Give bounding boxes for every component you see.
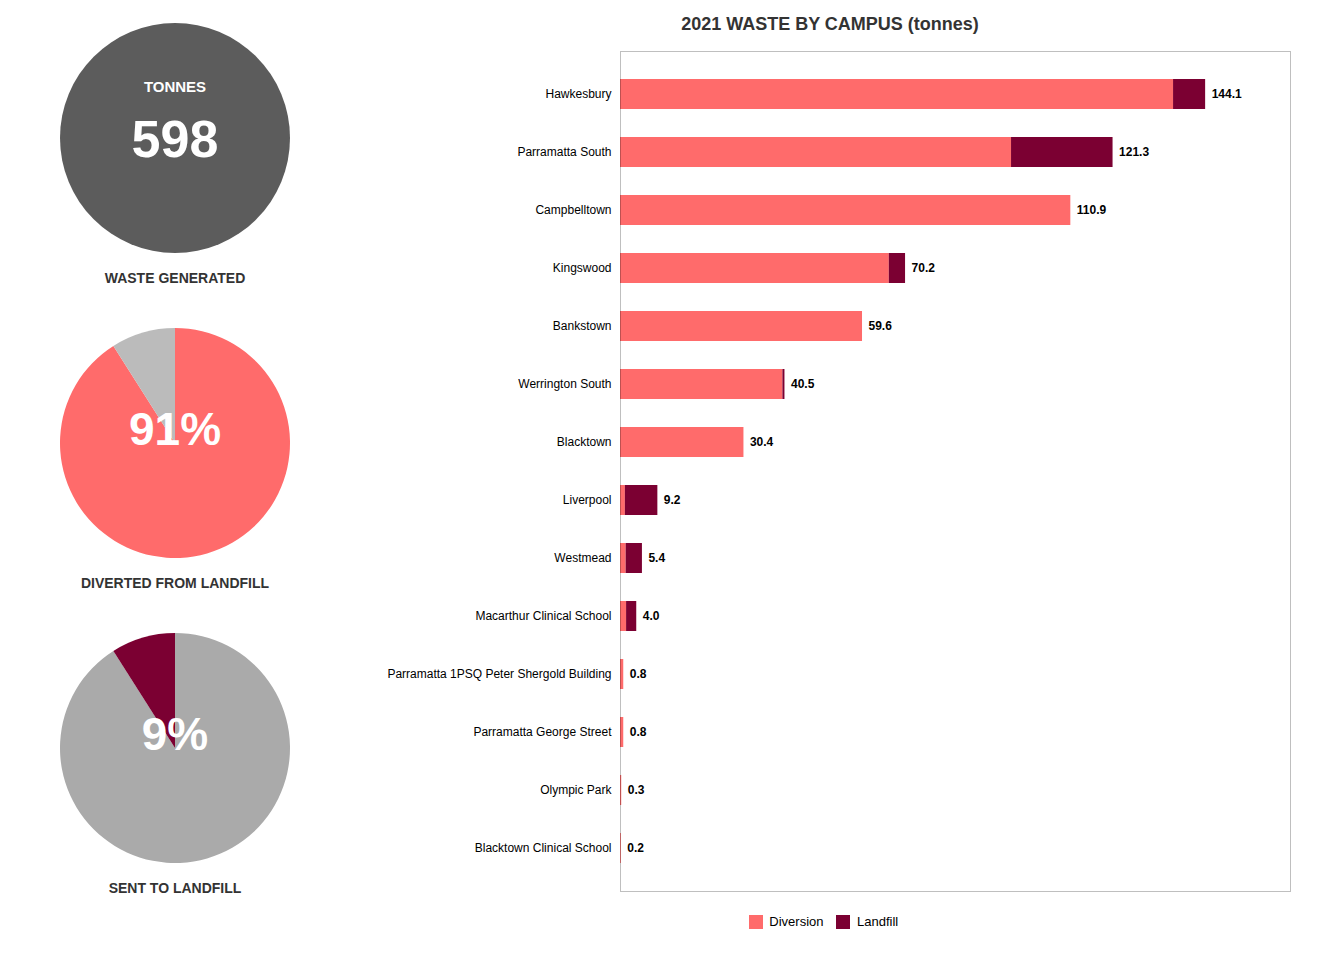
svg-text:144.1: 144.1: [1212, 87, 1242, 101]
svg-text:110.9: 110.9: [1077, 203, 1107, 217]
svg-text:30.4: 30.4: [750, 435, 774, 449]
svg-text:Kingswood: Kingswood: [553, 261, 612, 275]
svg-text:Blacktown: Blacktown: [557, 435, 612, 449]
svg-text:4.0: 4.0: [643, 609, 660, 623]
svg-text:0.8: 0.8: [630, 667, 647, 681]
html-text:Landfill: Landfill: [857, 914, 899, 929]
svg-text:Parramatta South: Parramatta South: [517, 145, 611, 159]
svg-text:Westmead: Westmead: [554, 551, 611, 565]
svg-text:SENT TO LANDFILL: SENT TO LANDFILL: [109, 880, 242, 896]
svg-text:Parramatta George Street: Parramatta George Street: [473, 725, 612, 739]
svg-text:Hawkesbury: Hawkesbury: [545, 87, 611, 101]
svg-text:91%: 91%: [129, 403, 221, 455]
svg-text:Macarthur Clinical School: Macarthur Clinical School: [475, 609, 611, 623]
html-text:2021 WASTE BY CAMPUS (tonnes): 2021 WASTE BY CAMPUS (tonnes): [681, 14, 979, 34]
svg-text:Olympic Park: Olympic Park: [540, 783, 612, 797]
svg-text:Werrington South: Werrington South: [518, 377, 611, 391]
svg-text:0.8: 0.8: [630, 725, 647, 739]
svg-text:59.6: 59.6: [869, 319, 893, 333]
svg-text:9%: 9%: [142, 708, 208, 760]
svg-text:70.2: 70.2: [912, 261, 936, 275]
svg-text:Blacktown Clinical School: Blacktown Clinical School: [475, 841, 612, 855]
html-text:Diversion: Diversion: [769, 914, 824, 929]
svg-text:0.2: 0.2: [627, 841, 644, 855]
svg-text:40.5: 40.5: [791, 377, 815, 391]
svg-text:DIVERTED FROM LANDFILL: DIVERTED FROM LANDFILL: [81, 575, 270, 591]
svg-text:Campbelltown: Campbelltown: [535, 203, 611, 217]
svg-text:598: 598: [132, 110, 219, 168]
svg-text:Liverpool: Liverpool: [563, 493, 612, 507]
svg-text:0.3: 0.3: [628, 783, 645, 797]
svg-text:TONNES: TONNES: [144, 78, 206, 95]
svg-text:Bankstown: Bankstown: [553, 319, 612, 333]
svg-text:121.3: 121.3: [1119, 145, 1149, 159]
svg-text:9.2: 9.2: [664, 493, 681, 507]
svg-text:WASTE GENERATED: WASTE GENERATED: [105, 270, 246, 286]
svg-text:5.4: 5.4: [648, 551, 665, 565]
svg-text:Parramatta 1PSQ Peter Shergold: Parramatta 1PSQ Peter Shergold Building: [387, 667, 611, 681]
